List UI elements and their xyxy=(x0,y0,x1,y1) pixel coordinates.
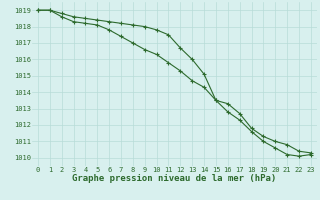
X-axis label: Graphe pression niveau de la mer (hPa): Graphe pression niveau de la mer (hPa) xyxy=(72,174,276,183)
